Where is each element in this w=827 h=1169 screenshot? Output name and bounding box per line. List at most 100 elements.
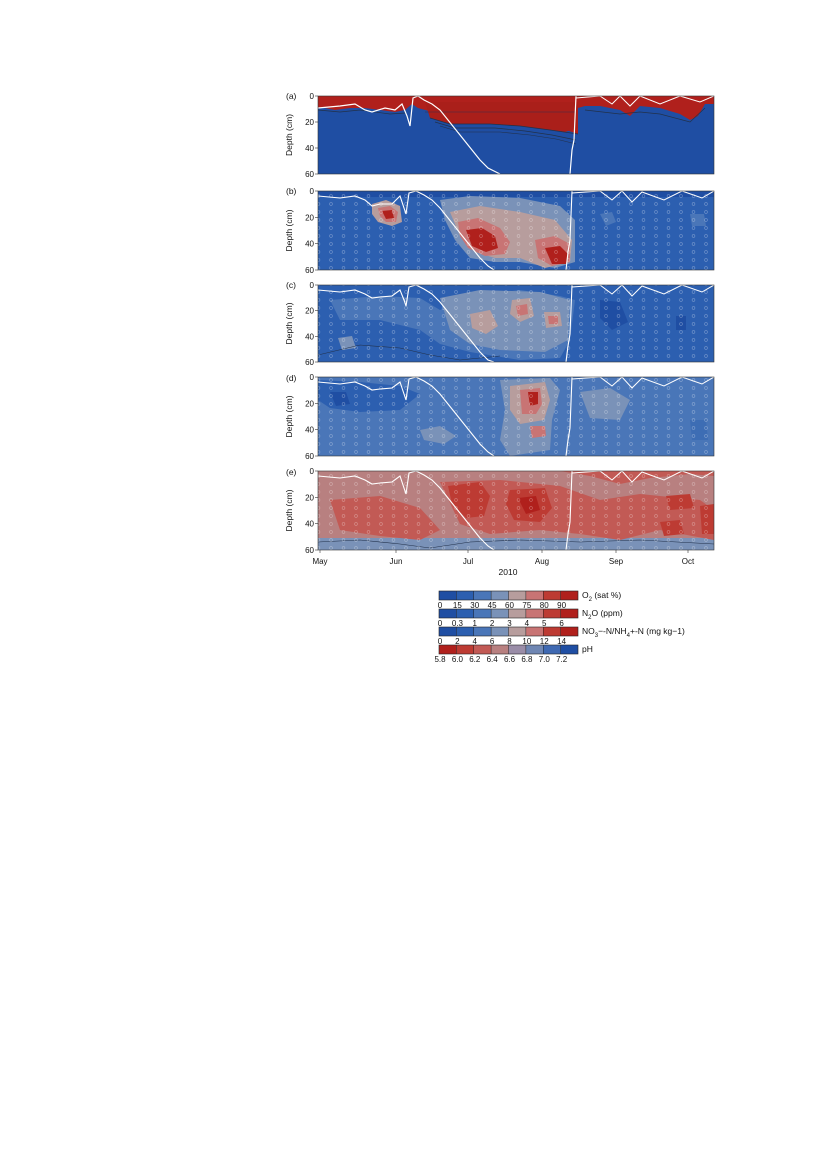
depth-tick-labels: 0 20 40 60 0 20 40 60 0 20 40 60 0 20 40 60 0 20 40 60 <box>305 92 318 555</box>
colorbar-tick-label: 14 <box>557 637 566 646</box>
colorbar-swatch <box>473 645 492 654</box>
colorbar-tick-label: 6 <box>559 619 564 628</box>
depth-tick-label: 0 <box>310 373 315 382</box>
panel-b <box>317 190 715 271</box>
panel-letter-a: (a) <box>286 91 297 101</box>
colorbar-tick-label: 8 <box>507 637 512 646</box>
colorbar-swatch <box>456 591 474 600</box>
depth-tick-label: 20 <box>305 118 314 127</box>
colorbar-label: N2O (ppm) <box>582 608 623 621</box>
colorbar-tick-label: 5.8 <box>434 655 446 664</box>
colorbar-tick-label: 30 <box>470 601 479 610</box>
colorbar-tick-label: 5 <box>542 619 547 628</box>
colorbar-swatch <box>456 609 474 618</box>
depth-tick-label: 60 <box>305 266 314 275</box>
colorbar-swatch <box>508 609 526 618</box>
colorbar-swatch <box>543 609 561 618</box>
colorbar-swatch <box>508 591 526 600</box>
panel-letter-e: (e) <box>286 467 297 477</box>
colorbar-swatch <box>525 645 544 654</box>
colorbar-tick-label: 15 <box>453 601 462 610</box>
colorbar-swatch <box>560 627 578 636</box>
colorbar-tick-label: 6 <box>490 637 495 646</box>
colorbar-frame <box>438 608 579 619</box>
depth-tick-label: 20 <box>305 493 314 502</box>
colorbar-frame <box>438 644 579 655</box>
colorbar-frame <box>438 626 579 637</box>
colorbar-swatch <box>439 645 457 654</box>
colorbar-tick-label: 6.6 <box>504 655 516 664</box>
colorbar-tick-label: 80 <box>540 601 549 610</box>
colorbar-swatch <box>456 645 474 654</box>
colorbar-tick-label: 2 <box>455 637 460 646</box>
colorbar-tick-label: 90 <box>557 601 566 610</box>
depth-tick-label: 40 <box>305 520 314 529</box>
depth-tick-label: 60 <box>305 452 314 461</box>
colorbar-label: NO3−-N/NH4+-N (mg kg−1) <box>582 626 685 639</box>
month-tick-labels: May Jun Jul Aug Sep Oct <box>312 550 695 566</box>
y-axis-label-d: Depth (cm) <box>284 395 294 437</box>
month-tick-label: Jun <box>390 557 403 566</box>
depth-tick-label: 0 <box>310 92 315 101</box>
depth-tick-label: 60 <box>305 170 314 179</box>
colorbar-tick-label: 1 <box>473 619 478 628</box>
colorbar-swatch <box>543 591 561 600</box>
depth-tick-label: 0 <box>310 467 315 476</box>
colorbar-tick-label: 6.4 <box>487 655 499 664</box>
colorbar-tick-label: 4 <box>525 619 530 628</box>
colorbar-tick-label: 7.0 <box>539 655 551 664</box>
panel-letter-b: (b) <box>286 186 297 196</box>
colorbar-label: O2 (sat %) <box>582 590 621 603</box>
depth-tick-label: 40 <box>305 144 314 153</box>
depth-tick-label: 0 <box>310 187 315 196</box>
depth-tick-label: 0 <box>310 281 315 290</box>
colorbar-swatch <box>543 645 561 654</box>
colorbar-swatch <box>525 627 544 636</box>
y-axis-labels: Depth (cm) Depth (cm) Depth (cm) Depth (cm)… <box>284 114 294 532</box>
colorbar-tick-label: 7.2 <box>556 655 568 664</box>
colorbar-swatch <box>439 591 457 600</box>
colorbar-swatch <box>560 591 578 600</box>
month-tick-label: May <box>312 557 327 566</box>
month-tick-label: Aug <box>535 557 549 566</box>
colorbar-frame <box>438 590 579 601</box>
month-tick-label: Jul <box>463 557 473 566</box>
depth-tick-label: 60 <box>305 358 314 367</box>
colorbar-tick-label: 0.3 <box>452 619 464 628</box>
colorbar-tick-label: 12 <box>540 637 549 646</box>
month-tick-label: Sep <box>609 557 624 566</box>
colorbar-tick-label: 75 <box>522 601 531 610</box>
colorbar-tick-label: 0 <box>438 619 443 628</box>
colorbar-tick-label: 60 <box>505 601 514 610</box>
y-axis-label-a: Depth (cm) <box>284 114 294 156</box>
y-axis-label-e: Depth (cm) <box>284 489 294 531</box>
colorbar-swatch <box>491 609 509 618</box>
panel-e <box>317 470 715 551</box>
y-axis-label-b: Depth (cm) <box>284 209 294 251</box>
colorbar-swatch <box>456 627 474 636</box>
colorbar-swatch <box>473 627 492 636</box>
colorbar-tick-label: 6.0 <box>452 655 464 664</box>
depth-tick-label: 20 <box>305 307 314 316</box>
colorbar-swatch <box>508 627 526 636</box>
colorbar-tick-label: 45 <box>488 601 497 610</box>
colorbar-tick-label: 10 <box>522 637 531 646</box>
colorbar-tick-label: 4 <box>473 637 478 646</box>
colorbar-swatch <box>560 609 578 618</box>
colorbar-tick-label: 0 <box>438 637 443 646</box>
depth-tick-label: 40 <box>305 240 314 249</box>
colorbar-swatch <box>543 627 561 636</box>
colorbar-swatch <box>439 627 457 636</box>
colorbar-swatch <box>473 609 492 618</box>
panel-d <box>317 376 715 457</box>
depth-tick-label: 20 <box>305 399 314 408</box>
panel-letter-c: (c) <box>286 280 296 290</box>
panel-letter-d: (d) <box>286 373 297 383</box>
colorbar-swatch <box>491 645 509 654</box>
colorbar-tick-label: 3 <box>507 619 512 628</box>
colorbar-tick-label: 6.8 <box>521 655 533 664</box>
colorbar-swatch <box>491 591 509 600</box>
colorbar-swatch <box>525 591 544 600</box>
